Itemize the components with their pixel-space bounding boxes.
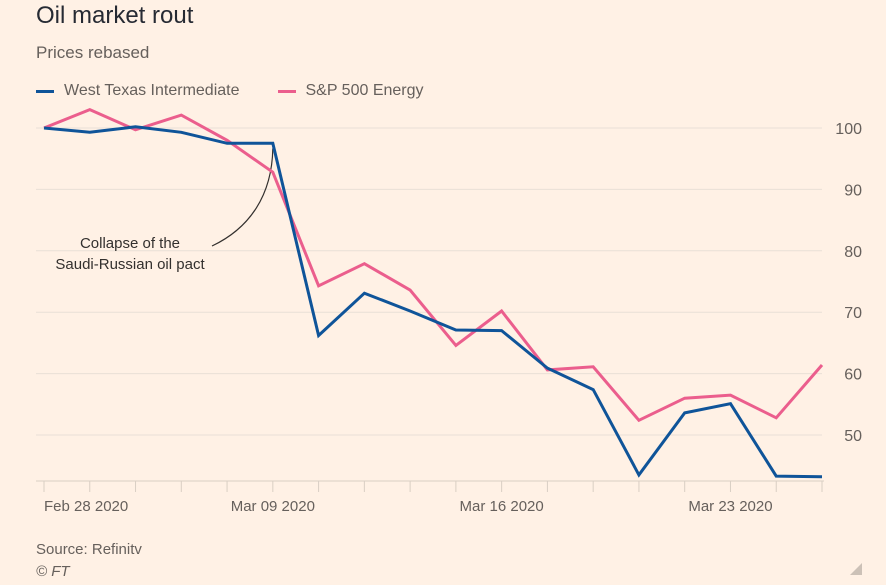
legend-swatch-wti (36, 89, 54, 93)
annotation-text: Saudi-Russian oil pact (55, 256, 205, 273)
legend-item-wti: West Texas Intermediate (36, 82, 240, 100)
x-axis: Feb 28 2020 Mar 09 2020 Mar 16 2020 Mar 23 … (36, 480, 824, 515)
annotation-text: Collapse of the (80, 235, 180, 252)
y-tick-label: 90 (844, 182, 862, 199)
series-line-wti (43, 125, 823, 479)
y-axis: 100 90 80 70 60 50 (835, 121, 862, 445)
y-tick-label: 80 (844, 244, 862, 261)
annotation-connector (211, 148, 274, 247)
annotation: Collapse of the Saudi-Russian oil pact (55, 148, 274, 273)
gridlines (36, 127, 822, 436)
copyright-note: © FT (36, 563, 70, 580)
y-tick-label: 50 (844, 428, 862, 445)
chart-title: Oil market rout (36, 2, 194, 29)
y-tick-label: 70 (844, 305, 862, 322)
series-line-sp500-energy (43, 107, 824, 423)
y-tick-label: 100 (835, 121, 862, 138)
y-tick-label: 60 (844, 367, 862, 384)
source-note: Source: Refinitv (36, 541, 142, 558)
series-lines (43, 107, 824, 479)
legend-item-sp500-energy: S&P 500 Energy (277, 82, 424, 100)
chart-subtitle: Prices rebased (36, 43, 150, 62)
x-tick-label: Mar 23 2020 (688, 498, 772, 515)
resize-handle-icon[interactable] (850, 563, 862, 575)
legend-label-wti: West Texas Intermediate (64, 82, 240, 99)
legend-swatch-sp500-energy (277, 89, 296, 93)
x-tick-label: Feb 28 2020 (44, 498, 128, 515)
legend: West Texas Intermediate S&P 500 Energy (36, 82, 424, 100)
x-tick-label: Mar 16 2020 (460, 498, 544, 515)
legend-label-sp500-energy: S&P 500 Energy (305, 82, 424, 99)
x-tick-label: Mar 09 2020 (231, 498, 315, 515)
